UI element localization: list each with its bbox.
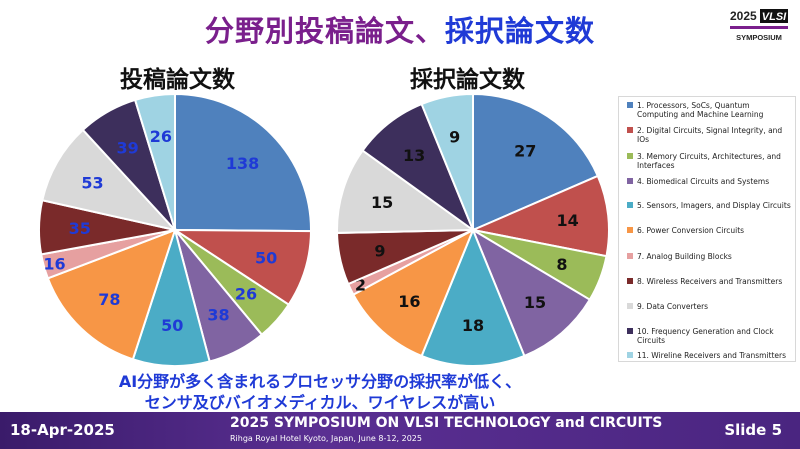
accepted-label-2: 14 bbox=[557, 211, 579, 230]
submitted-label-3: 26 bbox=[235, 284, 257, 303]
slide-caption: AI分野が多く含まれるプロセッサ分野の採択率が低く、 センサ及びバイオメディカル… bbox=[0, 371, 640, 413]
caption-line-2: センサ及びバイオメディカル、ワイヤレスが高い bbox=[144, 393, 496, 412]
submitted-label-8: 35 bbox=[69, 219, 91, 238]
accepted-label-11: 9 bbox=[449, 128, 460, 147]
submitted-slice-9 bbox=[41, 128, 178, 232]
logo-year: 2025 bbox=[730, 9, 757, 23]
legend-swatch-5 bbox=[627, 202, 633, 208]
accepted-label-4: 15 bbox=[524, 293, 546, 312]
submitted-slice-2 bbox=[171, 228, 313, 307]
submitted-label-5: 50 bbox=[161, 316, 183, 335]
logo-sub: SYMPOSIUM bbox=[736, 33, 782, 42]
accepted-label-9: 15 bbox=[371, 193, 393, 212]
caption-line-1: AI分野が多く含まれるプロセッサ分野の採択率が低く、 bbox=[118, 372, 522, 391]
accepted-slice-9 bbox=[336, 149, 477, 234]
legend-item-3: 3. Memory Circuits, Architectures, and I… bbox=[627, 152, 791, 170]
legend-swatch-10 bbox=[627, 328, 633, 334]
submitted-label-11: 26 bbox=[150, 127, 172, 146]
legend-swatch-11 bbox=[627, 352, 633, 358]
slide-title: 分野別投稿論文、採択論文数 bbox=[0, 8, 800, 50]
legend-item-2: 2. Digital Circuits, Signal Integrity, a… bbox=[627, 126, 791, 144]
footer-slide-number: Slide 5 bbox=[724, 421, 782, 439]
legend-swatch-2 bbox=[627, 127, 633, 133]
legend-label-7: 7. Analog Building Blocks bbox=[637, 252, 732, 261]
accepted-slice-4 bbox=[470, 227, 592, 358]
legend-item-8: 8. Wireless Receivers and Transmitters bbox=[627, 277, 791, 286]
submitted-label-7: 16 bbox=[43, 255, 65, 274]
legend-label-11: 11. Wireline Receivers and Transmitters bbox=[637, 351, 787, 360]
accepted-label-8: 9 bbox=[374, 241, 385, 260]
legend-label-8: 8. Wireless Receivers and Transmitters bbox=[637, 277, 783, 286]
accepted-label-10: 13 bbox=[403, 146, 425, 165]
legend-item-7: 7. Analog Building Blocks bbox=[627, 252, 791, 261]
legend-label-1: 1. Processors, SoCs, Quantum Computing a… bbox=[637, 101, 764, 119]
legend-label-6: 6. Power Conversion Circuits bbox=[637, 226, 745, 235]
legend-item-5: 5. Sensors, Imagers, and Display Circuit… bbox=[627, 201, 791, 210]
footer-conference: 2025 SYMPOSIUM ON VLSI TECHNOLOGY and CI… bbox=[230, 415, 663, 431]
legend-label-3: 3. Memory Circuits, Architectures, and I… bbox=[637, 152, 781, 170]
submitted-slice-1 bbox=[174, 92, 312, 233]
submitted-label-6: 78 bbox=[98, 290, 120, 309]
legend-item-9: 9. Data Converters bbox=[627, 302, 791, 311]
legend-swatch-9 bbox=[627, 303, 633, 309]
logo-name: VLSI bbox=[762, 11, 787, 23]
accepted-chart-title: 採択論文数 bbox=[410, 67, 525, 93]
footer-date: 18-Apr-2025 bbox=[10, 421, 115, 439]
legend-swatch-8 bbox=[627, 278, 633, 284]
logo-bar bbox=[730, 26, 788, 29]
accepted-slice-11 bbox=[420, 92, 474, 231]
title-part-2: 採択論文数 bbox=[445, 14, 596, 48]
accepted-label-7: 2 bbox=[355, 276, 366, 295]
legend-label-4: 4. Biomedical Circuits and Systems bbox=[637, 177, 770, 186]
legend-label-5: 5. Sensors, Imagers, and Display Circuit… bbox=[637, 201, 791, 210]
footer-venue: Rihga Royal Hotel Kyoto, Japan, June 8-1… bbox=[230, 434, 422, 443]
legend-swatch-7 bbox=[627, 253, 633, 259]
legend-label-9: 9. Data Converters bbox=[637, 302, 709, 311]
accepted-label-3: 8 bbox=[556, 255, 567, 274]
legend-label-10: 10. Frequency Generation and Clock Circu… bbox=[637, 327, 774, 345]
submitted-label-9: 53 bbox=[81, 173, 103, 192]
accepted-label-1: 27 bbox=[514, 141, 536, 160]
submitted-slice-5 bbox=[131, 226, 211, 367]
submitted-label-4: 38 bbox=[207, 306, 229, 325]
submitted-slice-11 bbox=[133, 92, 176, 231]
legend-item-10: 10. Frequency Generation and Clock Circu… bbox=[627, 327, 791, 345]
vlsi-symposium-logo: 2025 VLSI SYMPOSIUM bbox=[730, 9, 788, 42]
legend-item-11: 11. Wireline Receivers and Transmitters bbox=[627, 351, 791, 360]
accepted-label-5: 18 bbox=[462, 316, 484, 335]
legend-swatch-1 bbox=[627, 102, 633, 108]
footer-bar: 18-Apr-2025 2025 SYMPOSIUM ON VLSI TECHN… bbox=[0, 412, 800, 449]
accepted-slice-1 bbox=[472, 92, 600, 232]
legend-label-2: 2. Digital Circuits, Signal Integrity, a… bbox=[637, 126, 783, 144]
title-part-1: 分野別投稿論文、 bbox=[204, 14, 445, 48]
legend-item-4: 4. Biomedical Circuits and Systems bbox=[627, 177, 791, 186]
accepted-slice-5 bbox=[420, 227, 526, 367]
accepted-label-6: 16 bbox=[398, 292, 420, 311]
submitted-label-2: 50 bbox=[255, 249, 277, 268]
accepted-slice-6 bbox=[351, 227, 475, 358]
legend-swatch-4 bbox=[627, 178, 633, 184]
legend-swatch-6 bbox=[627, 227, 633, 233]
legend-swatch-3 bbox=[627, 153, 633, 159]
legend-item-1: 1. Processors, SoCs, Quantum Computing a… bbox=[627, 101, 791, 119]
logo-box bbox=[760, 9, 788, 23]
submitted-slice-6 bbox=[46, 228, 177, 361]
submitted-label-10: 39 bbox=[117, 138, 139, 157]
legend-item-6: 6. Power Conversion Circuits bbox=[627, 226, 791, 235]
chart-legend: 1. Processors, SoCs, Quantum Computing a… bbox=[618, 96, 796, 362]
submitted-chart-title: 投稿論文数 bbox=[120, 67, 235, 93]
submitted-label-1: 138 bbox=[226, 154, 259, 173]
